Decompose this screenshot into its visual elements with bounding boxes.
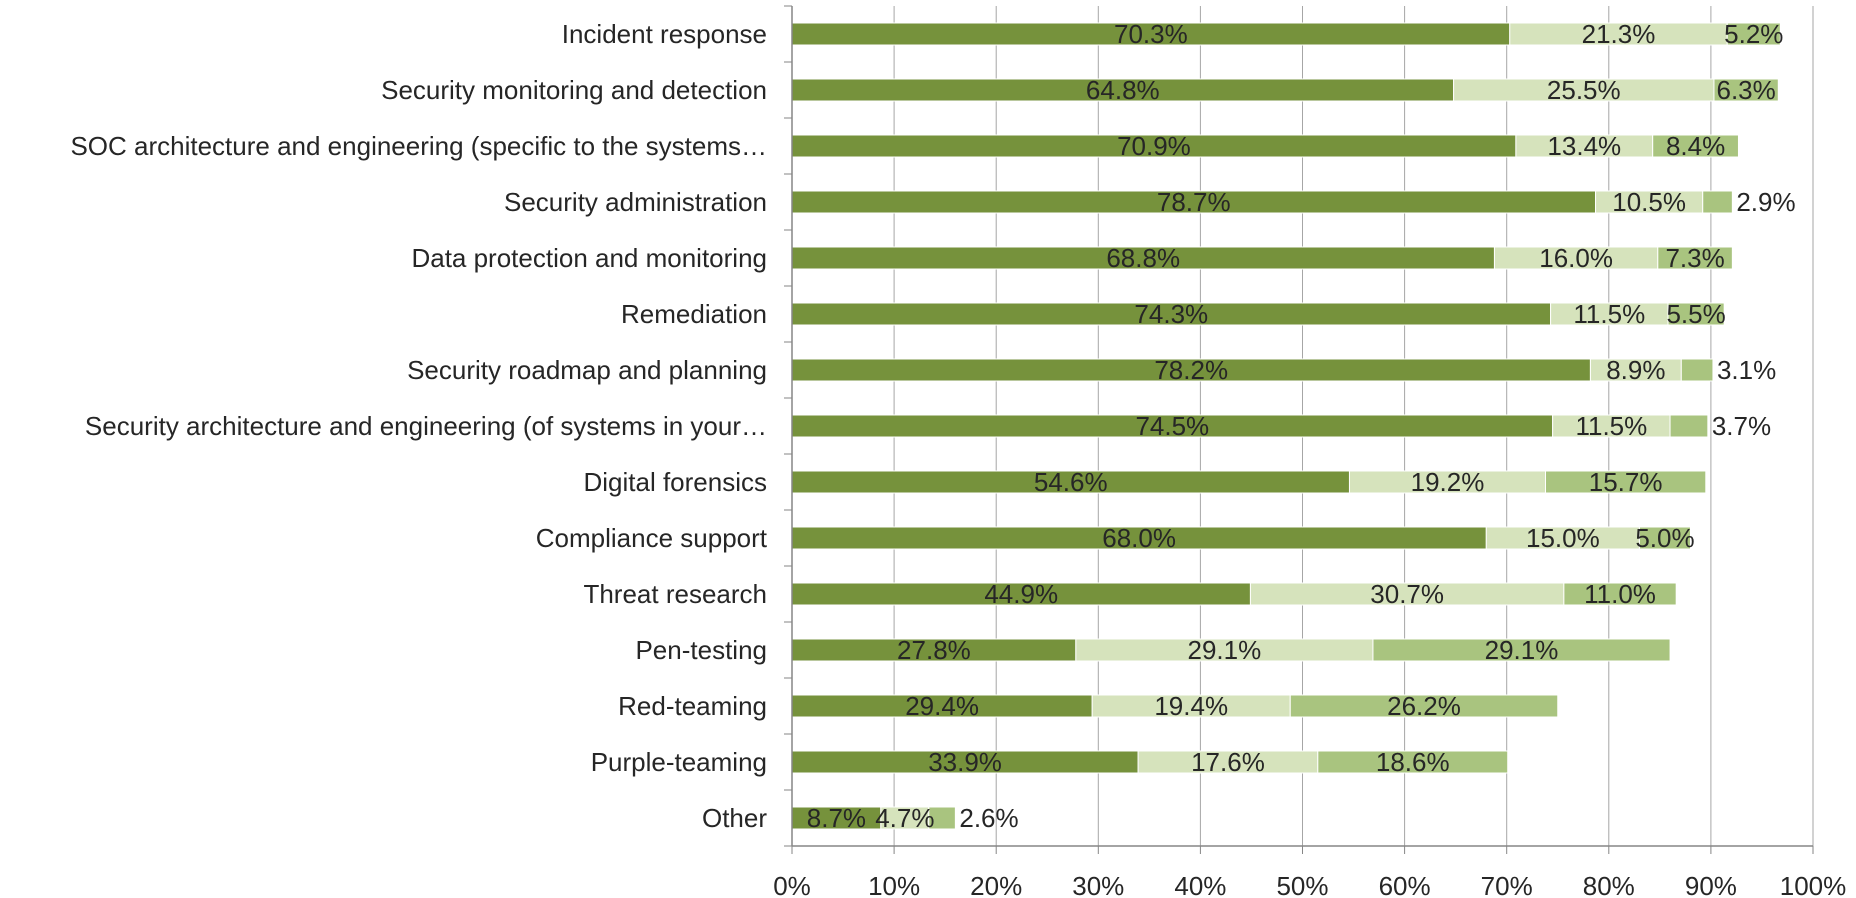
data-label: 26.2% [1387,691,1461,721]
x-tick-label: 50% [1276,871,1328,898]
data-label: 78.7% [1157,187,1231,217]
data-label: 8.7% [807,803,866,833]
bar-segment [1713,78,1779,102]
data-label: 8.9% [1606,355,1665,385]
data-label: 11.0% [1584,579,1656,609]
data-label: 29.1% [1485,635,1559,665]
data-label: 10.5% [1612,187,1686,217]
x-tick-label: 10% [868,871,920,898]
data-label: 54.6% [1034,467,1108,497]
data-label: 2.9% [1736,187,1795,217]
bar-segment [1563,582,1677,606]
data-label: 78.2% [1154,355,1228,385]
category-label: Security monitoring and detection [381,75,767,105]
data-label: 13.4% [1547,131,1621,161]
data-label: 5.2% [1724,19,1783,49]
bar-segment [1544,470,1707,494]
data-label: 64.8% [1086,75,1160,105]
data-label: 68.8% [1106,243,1180,273]
bar-segment [1638,526,1691,550]
category-label: Purple-teaming [591,747,767,777]
data-label: 17.6% [1191,747,1265,777]
data-label: 29.4% [905,691,979,721]
bar-segment [1289,694,1559,718]
data-label: 74.5% [1135,411,1209,441]
data-label: 19.2% [1411,467,1485,497]
data-label: 15.0% [1526,523,1600,553]
data-label: 27.8% [897,635,971,665]
data-label: 33.9% [928,747,1002,777]
x-tick-label: 40% [1174,871,1226,898]
data-label: 11.5% [1573,299,1645,329]
data-label: 70.3% [1114,19,1188,49]
axes: Incident response Security monitoring and… [70,5,1847,898]
category-label: Compliance support [536,523,768,553]
bar-segment [1680,358,1714,382]
bar-segment [1372,638,1671,662]
data-label: 18.6% [1376,747,1450,777]
data-label: 5.0% [1635,523,1694,553]
category-label: Red-teaming [618,691,767,721]
x-tick-label: 80% [1583,871,1635,898]
category-label: Pen-testing [635,635,767,665]
data-label: 7.3% [1665,243,1724,273]
bar-segment [1652,134,1739,158]
category-label: Security roadmap and planning [407,355,767,385]
data-label: 29.1% [1188,635,1262,665]
x-tick-label: 90% [1685,871,1737,898]
x-tick-label: 20% [970,871,1022,898]
data-label: 3.1% [1717,355,1776,385]
data-label: 16.0% [1539,243,1613,273]
data-label: 6.3% [1716,75,1775,105]
bar-segment [1669,414,1709,438]
bar-segment [1726,22,1781,46]
category-label: Remediation [621,299,767,329]
category-label: Security administration [504,187,767,217]
data-label: 3.7% [1712,411,1771,441]
data-label: 4.7% [875,803,934,833]
bar-segment [1702,190,1733,214]
data-label: 30.7% [1370,579,1444,609]
data-label: 74.3% [1134,299,1208,329]
data-label: 21.3% [1582,19,1656,49]
data-label: 44.9% [984,579,1058,609]
x-tick-label: 0% [773,871,811,898]
category-label: Other [702,803,767,833]
x-tick-label: 60% [1379,871,1431,898]
data-label: 15.7% [1589,467,1663,497]
data-label: 25.5% [1547,75,1621,105]
data-label: 70.9% [1117,131,1191,161]
x-tick-label: 100% [1780,871,1847,898]
category-label: Incident response [562,19,767,49]
bar-segment [1317,750,1509,774]
data-label: 19.4% [1154,691,1228,721]
category-label: Data protection and monitoring [411,243,767,273]
data-labels: 70.3% 21.3% 5.2% 64.8% 25.5% 6.3% 70.9% 13.4% 8.… [807,19,1796,833]
bar-segment [928,806,956,830]
data-label: 2.6% [959,803,1018,833]
data-label: 5.5% [1666,299,1725,329]
category-label: Threat research [583,579,767,609]
data-label: 11.5% [1575,411,1647,441]
bar-segment [1657,246,1733,270]
bar-segment [1667,302,1725,326]
x-tick-label: 30% [1072,871,1124,898]
data-label: 8.4% [1666,131,1725,161]
x-tick-label: 70% [1481,871,1533,898]
category-label: SOC architecture and engineering (specif… [70,131,767,161]
category-label: Security architecture and engineering (o… [85,411,767,441]
data-label: 68.0% [1102,523,1176,553]
category-label: Digital forensics [583,467,767,497]
